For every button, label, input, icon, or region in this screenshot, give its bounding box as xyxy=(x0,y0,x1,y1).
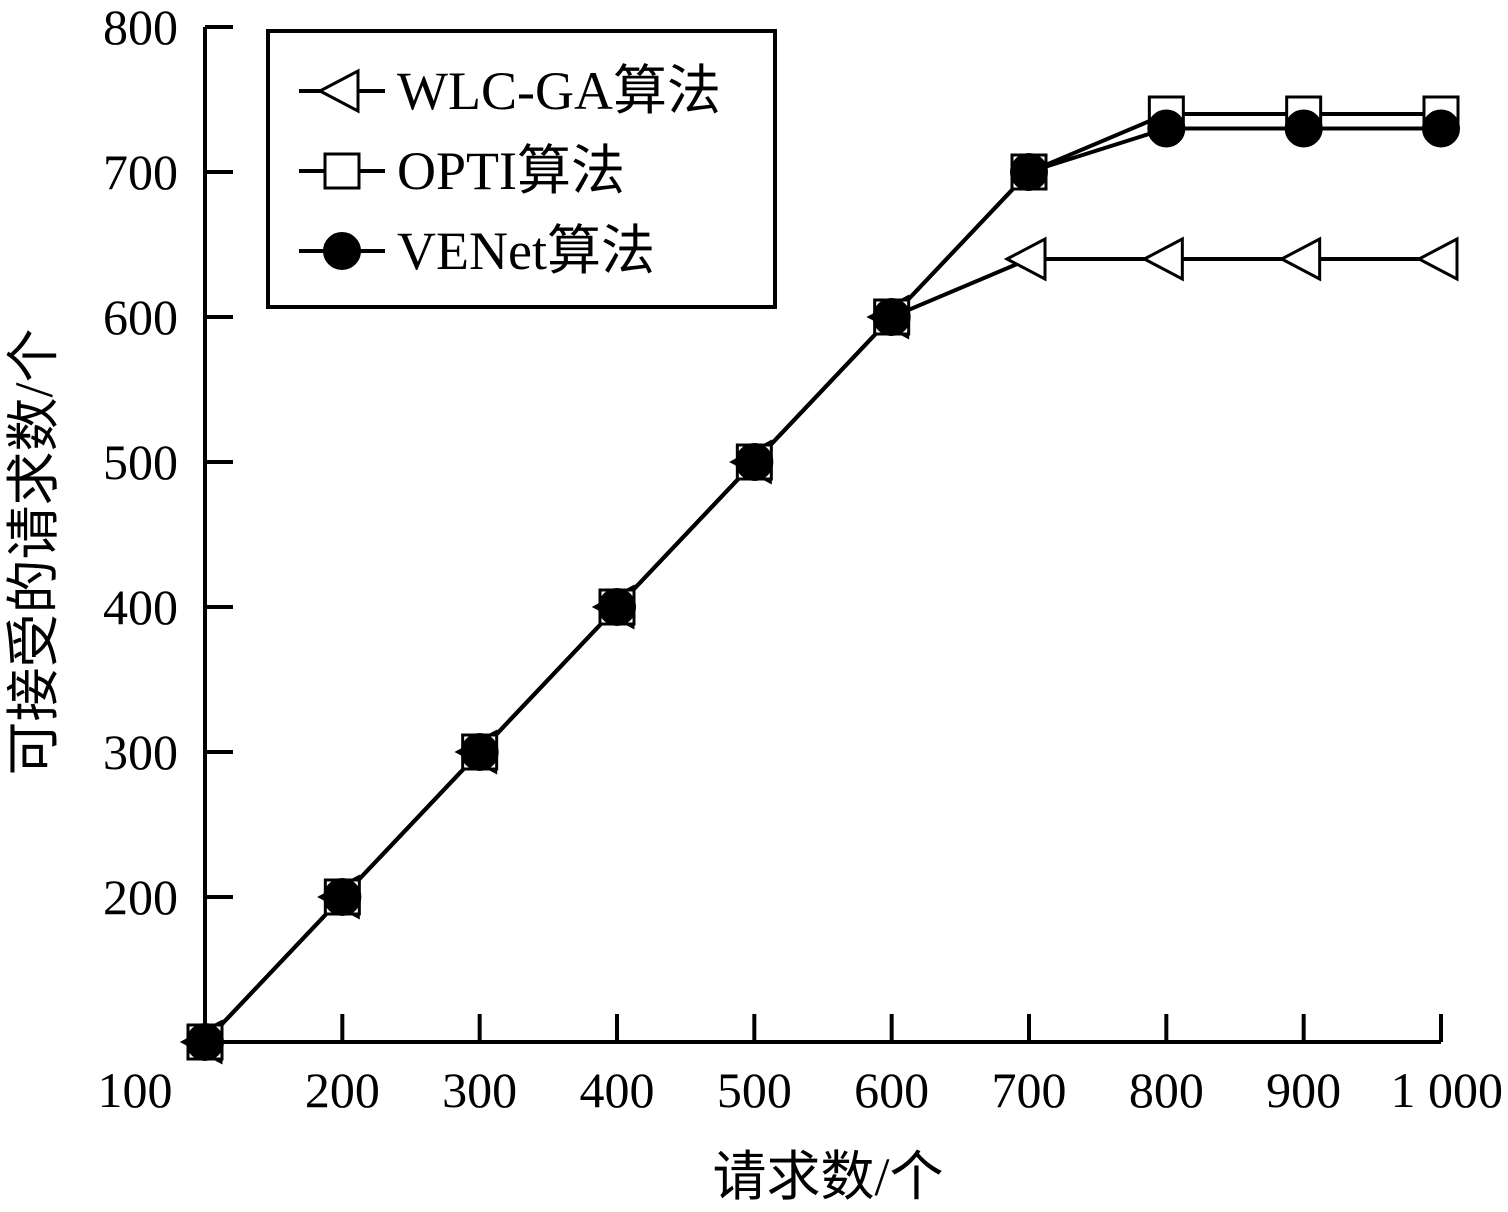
series-1-point xyxy=(1003,236,1047,282)
x-tick-label: 600 xyxy=(854,1062,929,1118)
series-3-point xyxy=(186,1023,224,1061)
y-tick-label: 300 xyxy=(103,724,178,780)
series-3-point xyxy=(1147,109,1186,148)
x-tick-label: 500 xyxy=(717,1062,792,1118)
x-tick-label: 900 xyxy=(1266,1062,1341,1118)
series-3-point xyxy=(598,588,636,626)
series-3-point xyxy=(735,443,774,481)
legend-marker-1 xyxy=(316,68,360,114)
series-1-point xyxy=(1415,236,1459,282)
axes xyxy=(203,27,1441,1044)
y-tick-label: 400 xyxy=(103,579,178,635)
series-3-point xyxy=(1010,153,1048,191)
series-3-point xyxy=(323,878,362,916)
legend: WLC-GA算法 OPTI算法 VENet算法 xyxy=(266,29,777,309)
y-axis-title: 可接受的请求数/个 xyxy=(4,328,64,775)
legend-label-3: VENet算法 xyxy=(397,221,655,281)
series-3-point xyxy=(460,733,499,771)
legend-marker-2 xyxy=(323,152,361,190)
y-tick-label: 700 xyxy=(103,144,178,200)
series-layer xyxy=(179,95,1460,1065)
y-tick-label: 800 xyxy=(103,0,178,55)
x-tick-label: 1 000 xyxy=(1391,1062,1504,1118)
x-tick-label: 400 xyxy=(580,1062,655,1118)
series-line-3 xyxy=(203,126,1441,1044)
y-tick-label: 500 xyxy=(103,434,178,490)
legend-marker-3 xyxy=(323,232,361,270)
x-tick-label: 300 xyxy=(442,1062,517,1118)
series-3-point xyxy=(872,298,911,336)
legend-label-1: WLC-GA算法 xyxy=(397,61,721,121)
x-tick-label: 800 xyxy=(1129,1062,1204,1118)
series-1-point xyxy=(1278,236,1322,282)
series-line-1 xyxy=(203,257,1441,1044)
x-tick-label: 200 xyxy=(305,1062,380,1118)
x-axis-title: 请求数/个 xyxy=(712,1147,943,1207)
x-tick-label: 100 xyxy=(98,1062,173,1118)
series-1-point xyxy=(1141,236,1184,282)
series-3-point xyxy=(1284,109,1323,148)
y-tick-label: 600 xyxy=(103,289,178,345)
legend-label-2: OPTI算法 xyxy=(397,141,625,201)
series-3-point xyxy=(1422,109,1460,148)
x-tick-label: 700 xyxy=(992,1062,1067,1118)
y-tick-label: 200 xyxy=(103,869,178,925)
ticks: 200 300 400 500 600 700 800 100 200 300 400 500 600 7… xyxy=(98,0,1504,1118)
